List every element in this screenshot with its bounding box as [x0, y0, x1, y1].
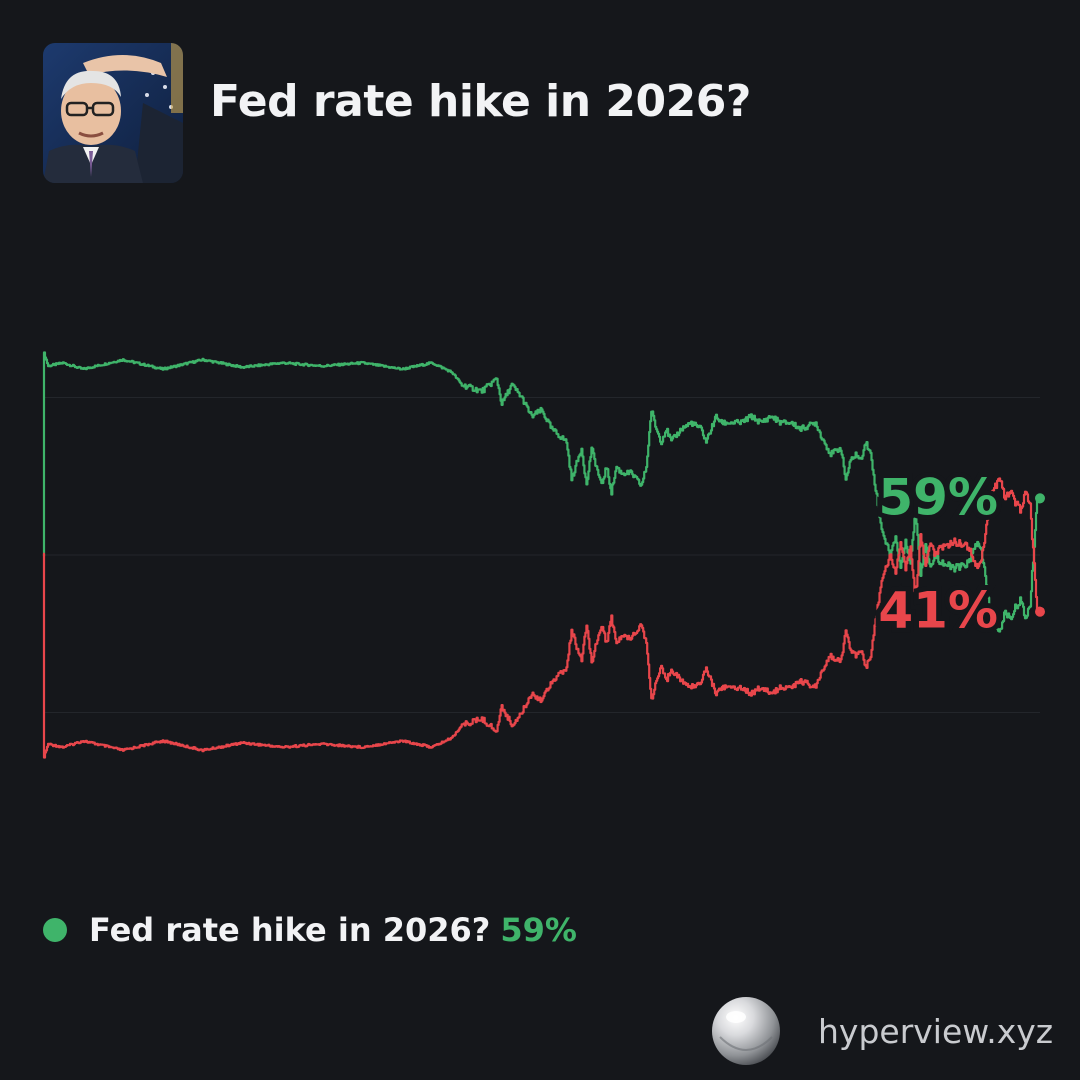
pearl-orb-logo-icon [712, 997, 780, 1065]
legend-value: 59% [500, 911, 577, 949]
market-thumbnail [43, 43, 183, 183]
legend-dot-icon [43, 918, 67, 942]
legend: Fed rate hike in 2026? 59% [43, 908, 577, 952]
end-label-no: 41% [878, 582, 998, 640]
series-endpoint-yes [1035, 493, 1045, 504]
series-line-yes [42, 351, 1042, 633]
official-speaking-photo-icon [43, 43, 183, 183]
end-label-yes: 59% [878, 468, 998, 526]
brand-watermark[interactable]: hyperview.xyz [708, 993, 1053, 1069]
series-endpoint-no [1035, 606, 1045, 617]
page-title: Fed rate hike in 2026? [210, 76, 751, 127]
legend-label: Fed rate hike in 2026? [89, 911, 491, 949]
series-line-no [42, 477, 1042, 759]
brand-text: hyperview.xyz [818, 1011, 1054, 1051]
